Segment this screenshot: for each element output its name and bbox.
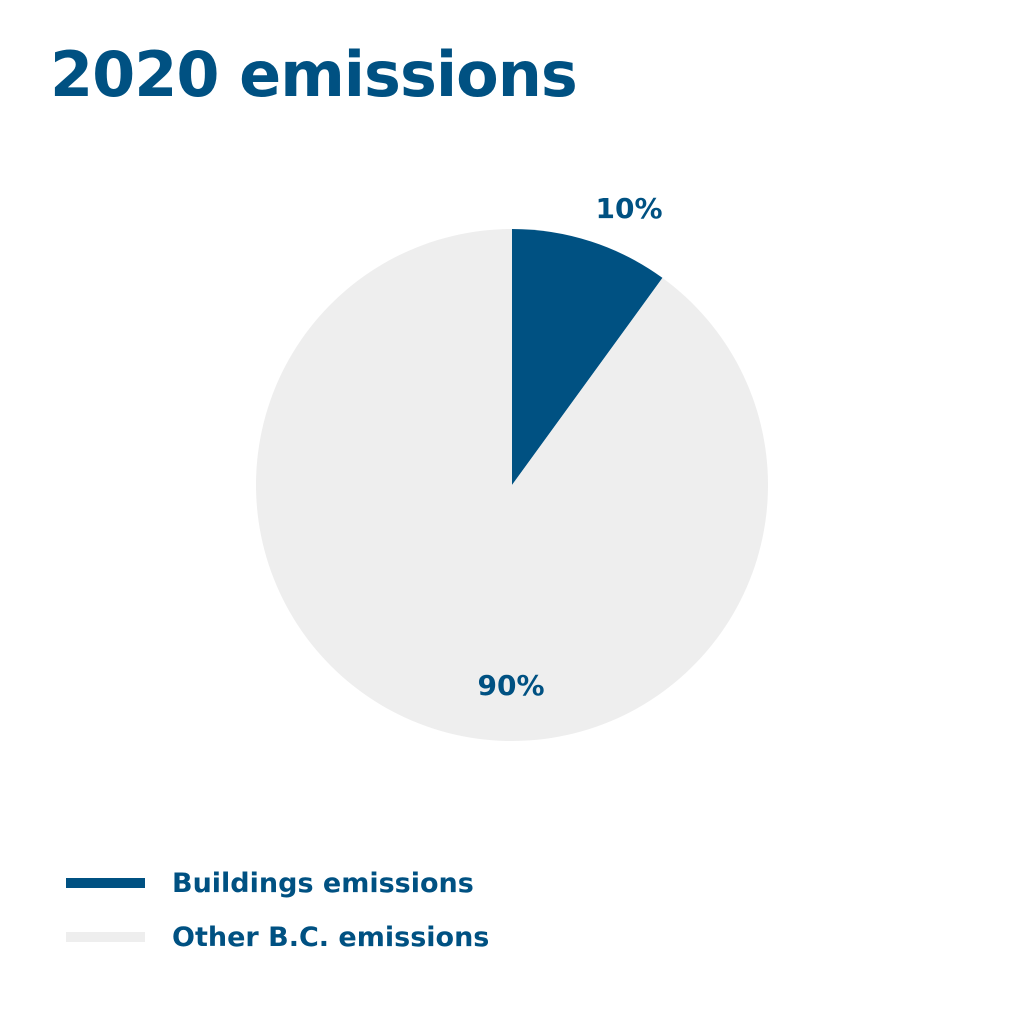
legend-label-other: Other B.C. emissions [172, 921, 490, 953]
chart-title: 2020 emissions [50, 38, 578, 111]
pie-slice-buildings [512, 229, 663, 485]
pie-slice-other [255, 229, 768, 742]
data-label-other: 90% [477, 669, 544, 702]
legend-item-other: Other B.C. emissions [66, 916, 489, 958]
legend-item-buildings: Buildings emissions [66, 862, 489, 904]
data-label-buildings: 10% [595, 192, 662, 225]
legend-swatch-other [66, 932, 145, 942]
legend-label-buildings: Buildings emissions [172, 867, 474, 899]
legend: Buildings emissions Other B.C. emissions [66, 862, 489, 970]
legend-swatch-buildings [66, 878, 145, 888]
